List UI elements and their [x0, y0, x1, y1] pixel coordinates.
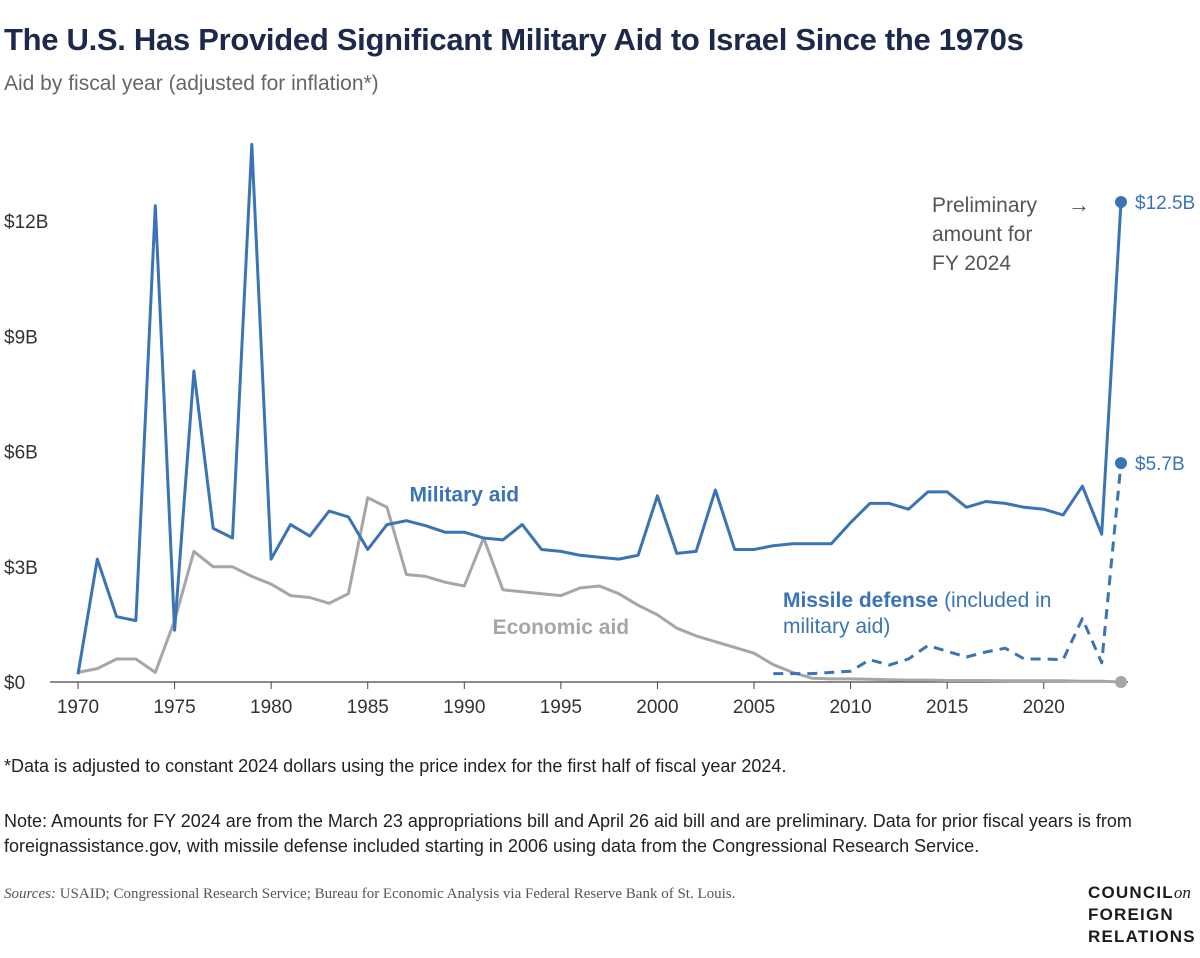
chart-title: The U.S. Has Provided Significant Milita… [4, 22, 1024, 57]
y-tick-label: $0 [4, 673, 25, 694]
military-aid-line [76, 142, 1123, 675]
logo-on: on [1173, 883, 1191, 902]
x-tick-label: 1975 [153, 697, 195, 718]
x-tick-label: 2000 [636, 697, 678, 718]
x-tick-label: 2020 [1023, 697, 1065, 718]
y-tick-label: $9B [4, 327, 38, 348]
sources-text: USAID; Congressional Research Service; B… [55, 886, 736, 902]
chart-subtitle: Aid by fiscal year (adjusted for inflati… [4, 72, 379, 95]
annotation-text-line: Preliminary [932, 194, 1038, 217]
missile-end-label: $5.7B [1135, 454, 1185, 475]
x-tick-label: 1985 [347, 697, 389, 718]
x-tick-label: 2015 [926, 697, 968, 718]
annotation-text-line: amount for [932, 223, 1032, 246]
annotation-arrow: → [1068, 192, 1090, 217]
missile-defense-label-suffix: (included in [944, 589, 1051, 612]
missile-defense-label-bold: Missile defense [783, 589, 944, 612]
annotation-text-line: FY 2024 [932, 252, 1011, 275]
x-tick-label: 2010 [829, 697, 871, 718]
economic-aid-label: Economic aid [493, 616, 630, 639]
missile-defense-label-line2: military aid) [783, 615, 890, 638]
x-tick-label: 2005 [733, 697, 775, 718]
logo-line1: COUNCIL [1088, 883, 1174, 902]
military-aid-label: Military aid [409, 484, 519, 507]
logo-line2: FOREIGN [1088, 905, 1174, 924]
missile-end-marker [1115, 457, 1127, 470]
missile-defense-line [773, 462, 1123, 676]
x-tick-label: 1980 [250, 697, 292, 718]
footnote: *Data is adjusted to constant 2024 dolla… [4, 756, 787, 776]
sources: Sources: USAID; Congressional Research S… [4, 886, 735, 903]
y-tick-label: $12B [4, 212, 48, 233]
military-end-label: $12.5B [1135, 193, 1195, 214]
x-tick-label: 1995 [540, 697, 582, 718]
logo-line3: RELATIONS [1088, 927, 1196, 946]
y-tick-label: $6B [4, 443, 38, 464]
economic-end-marker [1115, 676, 1127, 688]
sources-label: Sources: [4, 886, 56, 902]
economic-aid-line [77, 496, 1122, 684]
note: Note: Amounts for FY 2024 are from the M… [4, 811, 1132, 856]
x-tick-label: 1990 [443, 697, 485, 718]
y-tick-label: $3B [4, 558, 38, 579]
line-chart: $0 $3B $6B $9B $12B 1970 1975 1980 1985 1990 1995 2… [4, 142, 1195, 718]
missile-defense-label: Missile defense (included in [783, 589, 1051, 612]
cfr-logo: COUNCILon FOREIGN RELATIONS [1088, 882, 1196, 948]
x-tick-label: 1970 [57, 697, 99, 718]
military-end-marker [1115, 196, 1127, 208]
